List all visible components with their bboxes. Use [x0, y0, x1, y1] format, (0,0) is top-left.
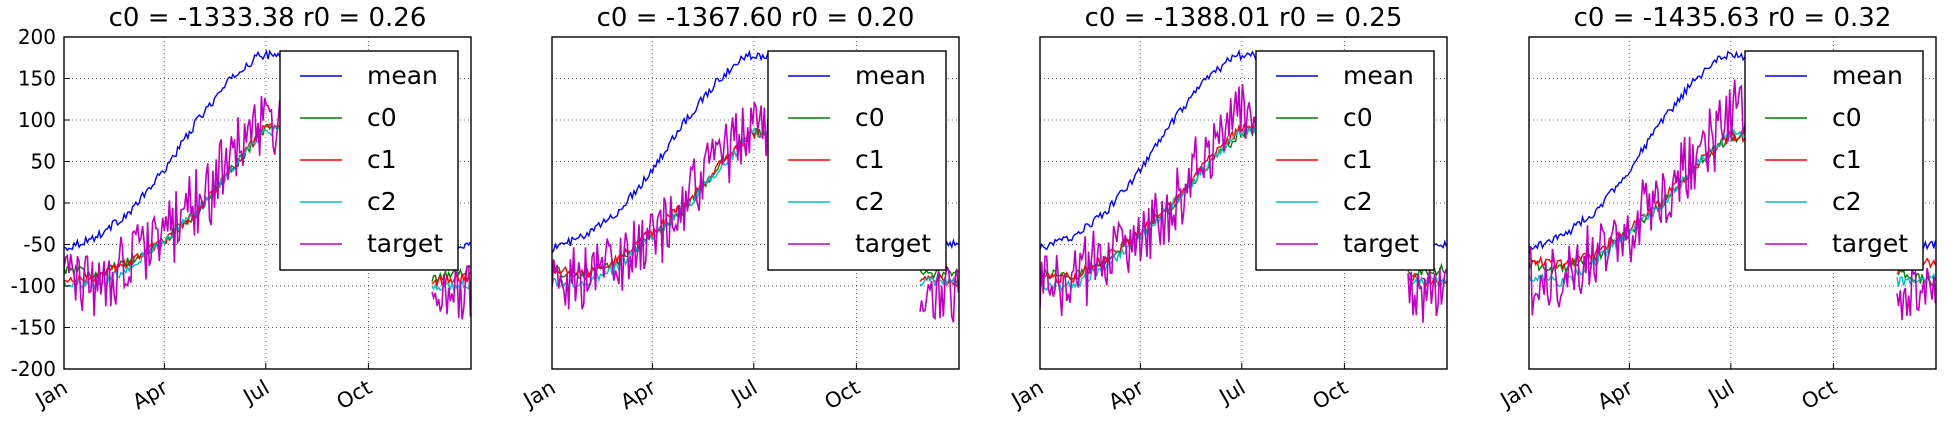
x-tick-label: Jan — [518, 375, 560, 413]
series-line-mean — [1529, 50, 1753, 251]
legend-label-mean: mean — [367, 61, 438, 90]
x-tick-label: Oct — [820, 375, 863, 414]
series-line-target — [1529, 79, 1753, 316]
legend-label-target: target — [855, 229, 931, 258]
series-line-target-tail — [1896, 267, 1936, 321]
legend: mean c0 c1 c2 target — [279, 50, 459, 271]
series-line-c1-tail — [431, 272, 471, 289]
y-tick-label: 200 — [18, 25, 56, 49]
legend-label-mean: mean — [855, 61, 926, 90]
legend-label-c1: c1 — [1832, 145, 1862, 174]
y-tick-label: 0 — [43, 191, 56, 215]
chart-title: c0 = -1388.01 r0 = 0.25 — [1085, 3, 1403, 33]
legend: mean c0 c1 c2 target — [1255, 50, 1435, 271]
chart-panel-2: c0 = -1367.60 r0 = 0.20 Jan Apr Jul Oct mean c… — [518, 3, 960, 414]
plot-frame — [551, 36, 960, 370]
legend-label-target: target — [367, 229, 443, 258]
x-tick-label: Jul — [726, 375, 762, 409]
y-tick-label: 100 — [18, 108, 56, 132]
legend-label-c0: c0 — [855, 103, 885, 132]
legend-label-c1: c1 — [1343, 145, 1373, 174]
x-tick-label: Jul — [1703, 375, 1739, 409]
legend-label-c2: c2 — [1343, 187, 1373, 216]
legend-label-mean: mean — [1832, 61, 1903, 90]
x-tick-label: Oct — [1308, 375, 1351, 414]
y-tick-label: -150 — [11, 316, 56, 340]
x-tick-label: Apr — [1104, 375, 1148, 414]
legend-label-c2: c2 — [1832, 187, 1862, 216]
legend-label-c0: c0 — [1832, 103, 1862, 132]
plot-frame — [1528, 36, 1937, 370]
y-tick-label: -50 — [23, 233, 56, 257]
x-tick-label: Apr — [616, 375, 660, 414]
series-line-target-tail — [431, 264, 471, 320]
legend-label-mean: mean — [1343, 61, 1414, 90]
x-tick-label: Apr — [128, 375, 172, 414]
legend-label-c2: c2 — [367, 187, 397, 216]
legend-label-target: target — [1343, 229, 1419, 258]
x-tick-label: Apr — [1593, 375, 1637, 414]
chart-title: c0 = -1367.60 r0 = 0.20 — [597, 3, 915, 33]
chart-panel-3: c0 = -1388.01 r0 = 0.25 Jan Apr Jul Oct mean c… — [1006, 3, 1448, 414]
legend: mean c0 c1 c2 target — [767, 50, 947, 271]
series-line-mean — [552, 49, 775, 254]
series-line-target-tail — [919, 264, 959, 323]
series-line-mean — [64, 49, 287, 252]
legend-label-c1: c1 — [367, 145, 397, 174]
legend-label-c0: c0 — [1343, 103, 1373, 132]
x-tick-label: Jan — [1495, 375, 1537, 413]
series-line-c2-tail — [431, 279, 471, 293]
y-tick-label: 150 — [18, 67, 56, 91]
y-tick-label: -200 — [11, 357, 56, 381]
chart-title: c0 = -1333.38 r0 = 0.26 — [109, 3, 427, 33]
legend-label-c2: c2 — [855, 187, 885, 216]
series-line-target — [1040, 84, 1264, 317]
chart-panel-4: c0 = -1435.63 r0 = 0.32 Jan Apr Jul Oct mean c… — [1495, 3, 1937, 414]
legend-label-target: target — [1832, 229, 1908, 258]
legend-label-c0: c0 — [367, 103, 397, 132]
y-tick-label: 50 — [31, 150, 56, 174]
series-line-target-tail — [1407, 267, 1447, 323]
legend-label-c1: c1 — [855, 145, 885, 174]
y-tick-label: -100 — [11, 274, 56, 298]
plot-frame — [1039, 36, 1448, 370]
x-tick-label: Oct — [1797, 375, 1840, 414]
legend: mean c0 c1 c2 target — [1744, 50, 1924, 271]
x-tick-label: Oct — [332, 375, 375, 414]
chart-title: c0 = -1435.63 r0 = 0.32 — [1574, 3, 1892, 33]
legend-box — [279, 50, 459, 271]
series-line-mean — [1040, 48, 1263, 251]
series-line-target — [64, 95, 288, 316]
series-line-target — [552, 101, 776, 310]
x-tick-label: Jul — [1214, 375, 1250, 409]
x-tick-label: Jul — [238, 375, 274, 409]
x-tick-label: Jan — [1006, 375, 1048, 413]
